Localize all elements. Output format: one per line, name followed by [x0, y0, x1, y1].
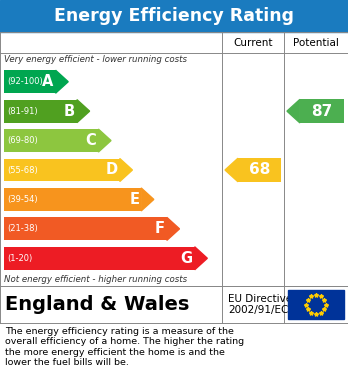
Bar	[4, 247, 195, 270]
Text: (21-38): (21-38)	[7, 224, 38, 233]
Text: Very energy efficient - lower running costs: Very energy efficient - lower running co…	[4, 55, 187, 64]
Text: Energy Efficiency Rating: Energy Efficiency Rating	[54, 7, 294, 25]
Bar	[288, 290, 344, 319]
Text: (1-20): (1-20)	[7, 254, 32, 263]
Text: Not energy efficient - higher running costs: Not energy efficient - higher running co…	[4, 275, 187, 284]
Text: EU Directive
2002/91/EC: EU Directive 2002/91/EC	[228, 294, 292, 315]
Text: (39-54): (39-54)	[7, 195, 38, 204]
Text: The energy efficiency rating is a measure of the
overall efficiency of a home. T: The energy efficiency rating is a measur…	[5, 327, 244, 367]
Bar	[300, 99, 344, 123]
Polygon shape	[195, 247, 207, 270]
Text: (92-100): (92-100)	[7, 77, 43, 86]
Bar	[238, 158, 281, 182]
Polygon shape	[141, 188, 154, 211]
Bar	[4, 158, 120, 181]
Bar	[4, 129, 98, 152]
Text: 68: 68	[249, 163, 270, 178]
Bar	[0, 32, 348, 286]
Text: B: B	[64, 104, 75, 118]
Text: (69-80): (69-80)	[7, 136, 38, 145]
Bar	[0, 0, 348, 32]
Bar	[4, 217, 167, 240]
Text: D: D	[106, 163, 118, 178]
Text: Current: Current	[233, 38, 273, 47]
Text: F: F	[155, 221, 165, 236]
Bar	[4, 100, 77, 123]
Polygon shape	[98, 129, 111, 152]
Bar	[4, 70, 56, 93]
Polygon shape	[120, 158, 133, 181]
Text: (55-68): (55-68)	[7, 165, 38, 174]
Bar	[0, 286, 348, 323]
Text: 87: 87	[311, 104, 333, 118]
Text: Potential: Potential	[293, 38, 339, 47]
Polygon shape	[225, 158, 238, 182]
Text: England & Wales: England & Wales	[5, 295, 189, 314]
Text: E: E	[129, 192, 139, 207]
Text: C: C	[86, 133, 96, 148]
Polygon shape	[56, 70, 68, 93]
Text: G: G	[181, 251, 193, 266]
Bar	[4, 188, 141, 211]
Text: (81-91): (81-91)	[7, 107, 38, 116]
Text: A: A	[42, 74, 54, 89]
Polygon shape	[77, 100, 89, 123]
Polygon shape	[167, 217, 180, 240]
Polygon shape	[287, 99, 300, 123]
